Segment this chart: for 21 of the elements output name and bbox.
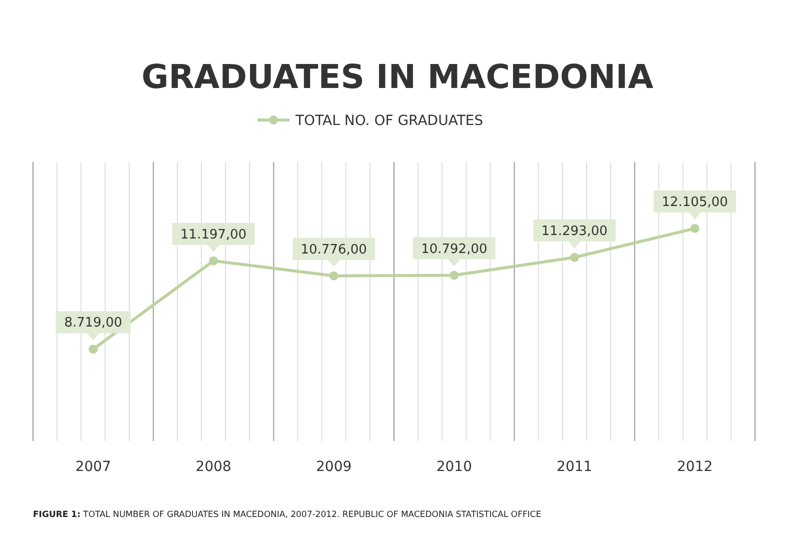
x-tick-label: 2007 [75,459,111,475]
x-tick-label: 2012 [677,459,713,475]
x-tick-label: 2011 [556,459,592,475]
x-tick-label: 2008 [196,459,232,475]
x-tick-label: 2010 [436,459,472,475]
caption: FIGURE 1: TOTAL NUMBER OF GRADUATES IN MACEDONIA, 2007-2012. REPUBLIC OF MACEDONIA STATISTICAL OFFICE [33,510,542,520]
data-label: 10.792,00 [421,242,488,257]
data-label: 8.719,00 [64,316,122,331]
point [329,271,338,280]
x-tick-label: 2009 [316,459,352,475]
point [209,256,218,266]
data-label: 12.105,00 [662,194,728,210]
chart-title: GRADUATES IN MACEDONIA [142,57,654,96]
point [88,344,98,354]
point [450,270,459,280]
data-label: 11.293,00 [541,224,608,239]
data-label: 11.197,00 [180,227,247,242]
data-label: 10.776,00 [300,242,367,258]
legend-label: TOTAL NO. OF GRADUATES [294,113,484,129]
point [570,252,579,262]
point [690,224,700,233]
